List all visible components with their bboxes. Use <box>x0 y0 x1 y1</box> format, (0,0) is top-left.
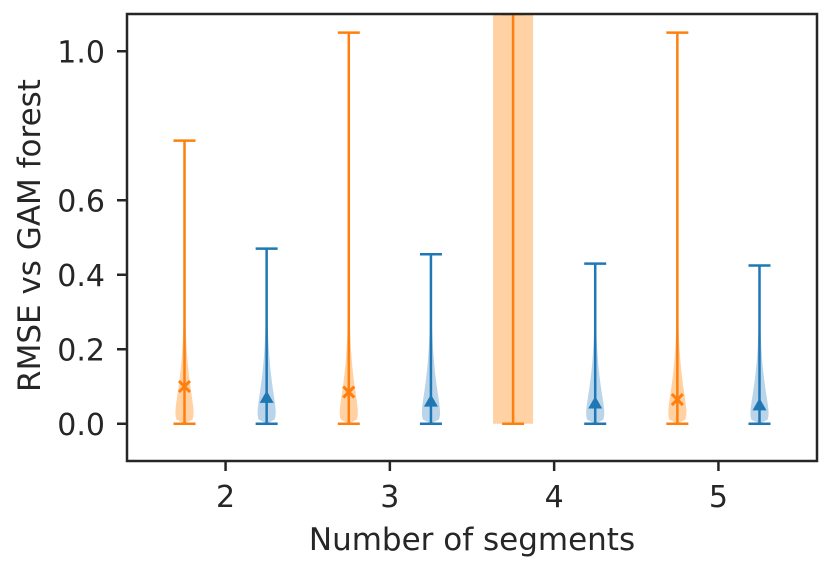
x-tick-label: 3 <box>380 480 399 515</box>
mean-marker <box>342 385 356 399</box>
mean-marker <box>177 379 192 394</box>
y-tick-label: 0.2 <box>57 333 105 368</box>
y-tick-label: 0.6 <box>57 184 105 219</box>
violin-group <box>584 262 607 425</box>
mean-marker <box>752 398 767 411</box>
violin-group <box>419 253 442 425</box>
violin-group <box>666 31 689 425</box>
mean-marker <box>670 392 684 407</box>
y-axis-label: RMSE vs GAM forest <box>12 79 48 392</box>
y-tick-label: 0.0 <box>57 408 105 443</box>
y-tick-label: 0.4 <box>57 259 105 294</box>
mean-marker <box>259 390 274 403</box>
x-axis: 2 3 4 5 <box>216 461 728 515</box>
y-tick-label: 1.0 <box>57 35 105 70</box>
violin-group <box>173 139 196 425</box>
violin-layer <box>173 14 771 425</box>
x-tick-label: 4 <box>545 480 564 515</box>
plot-frame <box>125 12 819 463</box>
y-axis: 0.0 0.2 0.4 0.6 1.0 <box>57 35 127 443</box>
mean-marker <box>588 396 603 409</box>
violin-group <box>255 247 278 425</box>
x-axis-label: Number of segments <box>309 522 635 558</box>
x-tick-label: 5 <box>709 480 728 515</box>
mean-marker <box>423 394 438 407</box>
violin-group <box>493 14 534 425</box>
violin-group <box>337 31 360 425</box>
violin-group <box>748 264 771 425</box>
x-tick-label: 2 <box>216 480 235 515</box>
